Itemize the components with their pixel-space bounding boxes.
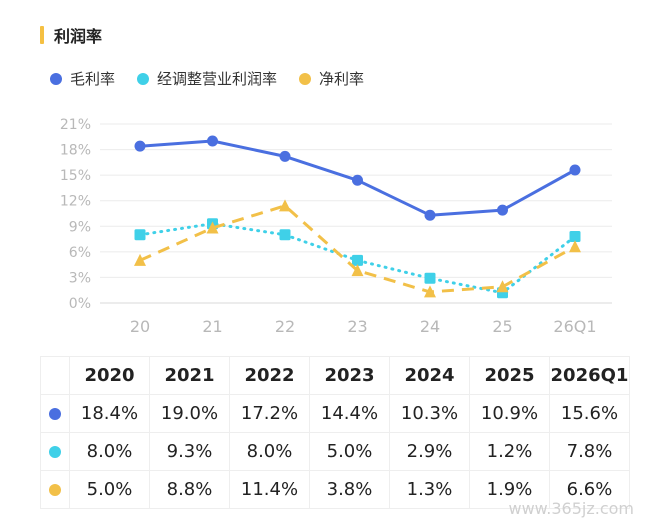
table-header-cell: 2026Q1	[549, 356, 630, 395]
legend-item: 毛利率	[50, 68, 115, 89]
data-point-triangle	[279, 199, 291, 212]
y-tick-label: 12%	[60, 194, 91, 210]
series-dot-icon	[49, 446, 61, 458]
data-point-triangle	[496, 280, 509, 293]
data-point-circle	[497, 204, 508, 216]
table-cell: 18.4%	[69, 394, 150, 433]
table-cell: 10.9%	[469, 394, 550, 433]
table-cell: 15.6%	[549, 394, 630, 433]
table-cell: 5.0%	[69, 470, 150, 509]
table-row: 8.0% 9.3% 8.0% 5.0% 2.9% 1.2% 7.8%	[40, 432, 630, 471]
section-title: 利润率	[40, 24, 102, 46]
legend-dot-icon	[137, 72, 150, 85]
legend-item: 经调整营业利润率	[137, 68, 277, 89]
row-marker-cell	[40, 394, 70, 433]
data-point-circle	[207, 135, 218, 147]
table-cell: 11.4%	[229, 470, 310, 509]
data-point-square	[352, 254, 363, 266]
data-table-wrap: 2020 2021 2022 2023 2024 2025 2026Q1 18.4% 19.0…	[40, 356, 630, 509]
table-header-cell: 2025	[469, 356, 550, 395]
table-cell: 7.8%	[549, 432, 630, 471]
row-marker-cell	[40, 470, 70, 509]
x-tick-label: 26Q1	[553, 317, 596, 336]
data-point-triangle	[351, 264, 364, 277]
series-dot-icon	[49, 408, 61, 420]
table-cell: 1.2%	[469, 432, 550, 471]
y-tick-label: 9%	[69, 219, 91, 235]
data-point-square	[569, 231, 581, 243]
data-point-circle	[424, 209, 436, 221]
legend-dot-icon	[50, 72, 62, 85]
table-cell: 3.8%	[309, 470, 390, 509]
watermark: www.365jz.com	[508, 499, 634, 518]
data-point-triangle	[134, 253, 146, 266]
data-point-circle	[279, 150, 291, 162]
table-header-cell: 2021	[149, 356, 230, 395]
y-tick-label: 21%	[60, 117, 91, 133]
legend-label: 净利率	[319, 70, 365, 88]
x-tick-label: 24	[420, 317, 440, 336]
table-header-cell: 2022	[229, 356, 310, 395]
x-tick-label: 22	[275, 317, 295, 336]
series-dot-icon	[49, 484, 61, 496]
row-marker-cell	[40, 432, 70, 471]
table-cell: 14.4%	[309, 394, 390, 433]
table-cell: 17.2%	[229, 394, 310, 433]
data-point-square	[424, 272, 436, 284]
data-point-triangle	[569, 240, 581, 253]
table-cell: 2.9%	[389, 432, 470, 471]
x-tick-label: 20	[130, 317, 150, 336]
table-cell: 19.0%	[149, 394, 230, 433]
legend-label: 经调整营业利润率	[157, 70, 278, 88]
data-point-triangle	[206, 221, 219, 234]
table-cell: 10.3%	[389, 394, 470, 433]
table-header-cell: 2020	[69, 356, 150, 395]
legend-dot-icon	[299, 72, 312, 85]
x-tick-label: 21	[202, 317, 222, 336]
table-corner-cell	[40, 356, 70, 395]
series-line	[139, 204, 576, 294]
y-tick-label: 18%	[60, 143, 91, 159]
data-point-square	[134, 229, 146, 241]
y-tick-label: 3%	[69, 270, 91, 286]
table-header-cell: 2024	[389, 356, 470, 395]
chart-legend: 毛利率 经调整营业利润率 净利率	[50, 68, 386, 89]
data-point-triangle	[424, 285, 436, 298]
table-row: 18.4% 19.0% 17.2% 14.4% 10.3% 10.9% 15.6%	[40, 394, 630, 433]
table-cell: 1.9%	[469, 470, 550, 509]
table-header-row: 2020 2021 2022 2023 2024 2025 2026Q1	[40, 356, 630, 395]
title-accent-bar	[40, 26, 44, 44]
table-cell: 1.3%	[389, 470, 470, 509]
x-tick-label: 25	[492, 317, 512, 336]
table-cell: 8.8%	[149, 470, 230, 509]
y-tick-label: 15%	[60, 168, 91, 184]
legend-label: 毛利率	[70, 70, 116, 88]
table-cell: 8.0%	[69, 432, 150, 471]
data-point-circle	[134, 140, 146, 152]
table-cell: 9.3%	[149, 432, 230, 471]
table-cell: 8.0%	[229, 432, 310, 471]
legend-item: 净利率	[299, 68, 364, 89]
y-tick-label: 6%	[69, 245, 91, 261]
data-point-square	[279, 229, 291, 241]
line-chart: 0% 3% 6% 9% 12% 15% 18% 21% 20 21 22 23 24 25 26Q1	[60, 117, 612, 336]
table-cell: 6.6%	[549, 470, 630, 509]
table-header-cell: 2023	[309, 356, 390, 395]
page-title: 利润率	[54, 27, 103, 46]
table-cell: 5.0%	[309, 432, 390, 471]
y-tick-label: 0%	[69, 296, 91, 312]
data-point-circle	[352, 174, 363, 186]
table-row: 5.0% 8.8% 11.4% 3.8% 1.3% 1.9% 6.6%	[40, 470, 630, 509]
x-tick-label: 23	[347, 317, 367, 336]
data-table: 2020 2021 2022 2023 2024 2025 2026Q1 18.4% 19.0…	[40, 356, 630, 509]
data-point-circle	[569, 164, 581, 176]
